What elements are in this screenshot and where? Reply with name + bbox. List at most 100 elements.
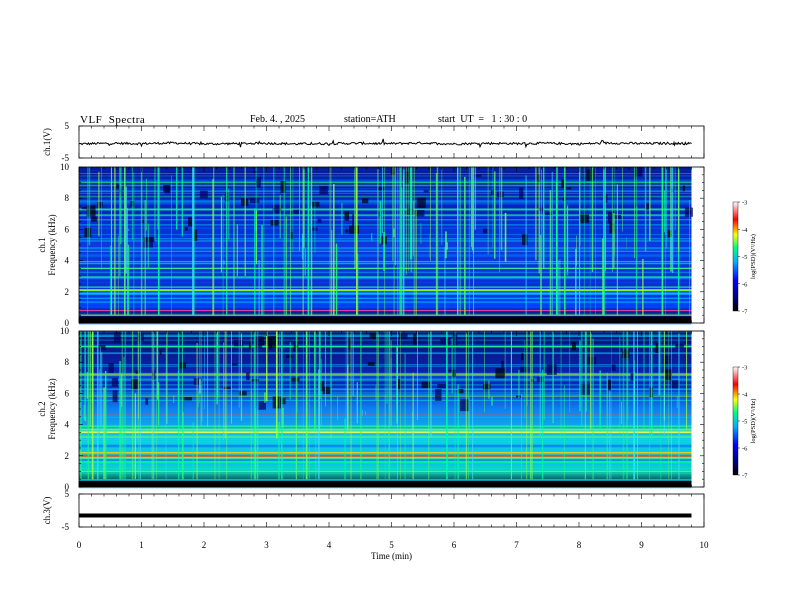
x-tick-label: 9 (639, 540, 644, 550)
ch1-colorbar-tick-label: -6 (742, 281, 748, 288)
ch2-colorbar-tick-label: -5 (742, 419, 747, 426)
ch2-spectrogram-dark-patch (322, 387, 331, 395)
x-tick-label: 7 (514, 540, 519, 550)
ch2-spectrogram-dark-patch (519, 366, 528, 373)
ch1-spectrogram-line-feature (79, 314, 692, 316)
ch1-waveform-series-line (79, 138, 692, 149)
ch1-waveform-panel: 5 -5 ch.1(V) (42, 121, 705, 163)
ch1-spectrogram-dark-patch (521, 234, 528, 246)
ch1-spectrogram-ytick-label: 10 (60, 162, 70, 172)
ch1-spectrogram-band (79, 255, 692, 257)
ch1-spectrogram-dark-patch (538, 207, 544, 211)
ch1-spectrogram-dark-patch (566, 187, 572, 190)
ch1-spectrogram-line-feature (79, 289, 692, 292)
ch1-spectrogram-dark-patch (645, 203, 649, 210)
ch1-spectrogram-dark-patch (252, 170, 258, 174)
ch2-spectrogram-dark-patch (675, 343, 684, 348)
ch2-spectrogram-dark-patch (238, 391, 247, 396)
ch1-spectrogram-band (79, 277, 692, 280)
ch1-spectrogram-dark-patch (90, 216, 97, 222)
ch1-spectrogram-dark-patch (270, 219, 279, 226)
ch2-spectrogram-dark-patch (348, 339, 351, 350)
ch1-spectrogram-band (79, 181, 692, 184)
x-tick-label: 4 (327, 540, 332, 550)
ch2-spectrogram-dark-patch (571, 341, 576, 351)
ch2-spectrogram-band (79, 459, 692, 461)
ch2-spectrogram-dark-patch (458, 389, 464, 394)
ch1-spectrogram-band (79, 260, 692, 263)
ch1-spectrogram-dark-patch (141, 219, 145, 224)
ch2-colorbar-label: log(PSD)(V²/Hz) (750, 399, 757, 444)
ch1-spectrogram-band (79, 173, 692, 175)
ch2-spectrogram-dark-patch (145, 398, 149, 405)
ch2-spectrogram-dark-patch (267, 335, 277, 348)
ch2-spectrogram-dark-patch (251, 378, 259, 382)
ch1-spectrogram-dark-patch (97, 202, 103, 208)
ch2-colorbar-tick-label: -3 (742, 365, 747, 372)
ch2-spectrogram-dark-patch (546, 364, 557, 375)
ch1-spectrogram-dark-patch (344, 211, 350, 221)
ch2-spectrogram-band (79, 444, 692, 447)
ch1-spectrogram-band (79, 214, 692, 216)
ch1-spectrogram-band (79, 169, 692, 171)
ch1-spectrogram-dark-patch (345, 229, 349, 233)
ch1-spectrogram-line-feature (79, 267, 692, 270)
ch1-spectrogram-ytick-label: 8 (65, 193, 70, 203)
ch1-spectrogram-dark-patch (519, 187, 524, 199)
ch1-spectrogram-band (79, 306, 692, 308)
ch1-spectrogram-dark-patch (130, 201, 135, 207)
ch1-spectrogram-dark-patch (86, 205, 96, 217)
ch1-spectrogram-band (79, 215, 692, 218)
ch2-spectrogram-band (79, 436, 692, 438)
ch1-spectrogram-dark-patch (193, 229, 198, 242)
ch1-spectrogram-dark-patch (586, 169, 595, 181)
ch2-spectrogram-ytick-label: 6 (65, 388, 70, 398)
ch1-spectrogram-line-feature (79, 309, 692, 312)
ch2-colorbar: -3 -4 -5 -6 -7 log(PSD)(V²/Hz) (732, 365, 757, 480)
ch2-spectrogram-dark-patch (255, 336, 263, 349)
ch2-spectrogram-dark-patch (501, 360, 505, 370)
ch2-spectrogram-band (79, 472, 692, 474)
ch1-spectrogram-dark-patch (311, 201, 320, 207)
ch1-spectrogram-dark-patch (377, 186, 385, 191)
ch1-spectrogram-band (79, 195, 692, 198)
ch1-spectrogram-dark-patch (682, 185, 685, 192)
ch2-spectrogram-band (79, 434, 692, 437)
ch1-spectrogram-dark-patch (280, 181, 286, 193)
ch2-spectrogram-band (79, 456, 692, 459)
ch2-spectrogram-line-feature (79, 451, 692, 454)
ch1-spectrogram-ytick-label: 4 (65, 256, 70, 266)
ch1-spectrogram-dark-patch (290, 232, 294, 239)
ch1-spectrogram-band (79, 297, 692, 299)
ch2-spectrogram-dark-patch (413, 333, 417, 345)
ch2-spectrogram-dark-patch (97, 345, 106, 350)
ch1-spectrogram-band (79, 247, 692, 249)
ch1-spectrogram-band (79, 276, 692, 278)
ch2-spectrogram-dark-patch (495, 368, 506, 379)
ch2-spectrogram-band (79, 445, 692, 448)
ch2-spectrogram-dark-patch (184, 397, 192, 401)
ch1-spectrogram-band (79, 313, 692, 316)
ch2-spectrogram-band (79, 440, 692, 442)
ch2-spectrogram-dark-patch (451, 369, 457, 377)
ch2-spectrogram-ytick-label: 2 (65, 451, 70, 461)
ch2-spectrogram-dark-patch (399, 333, 408, 340)
ch1-spectrogram-band (79, 247, 692, 250)
ch2-spectrogram-dark-patch (248, 342, 252, 350)
ch1-spectrogram-dark-patch (319, 185, 328, 195)
ch2-spectrogram-dark-patch (108, 362, 114, 373)
ch3-waveform-ylabel: ch.3(V) (42, 497, 52, 525)
ch2-spectrogram-band (79, 467, 692, 470)
ch1-colorbar-scale (732, 201, 739, 312)
ch2-spectrogram-dark-patch (521, 353, 524, 361)
ch1-spectrogram-band (79, 301, 692, 304)
ch1-spectrogram-band (79, 227, 692, 229)
ch2-spectrogram-dark-patch (586, 357, 597, 365)
ch1-spectrogram-band (79, 219, 692, 221)
ch1-spectrogram-band (79, 199, 692, 201)
ch2-spectrogram-dark-patch (111, 377, 119, 387)
ch2-spectrogram-dark-patch (655, 343, 659, 354)
ch2-spectrogram-dark-patch (159, 349, 162, 355)
time-axis: 0 1 2 3 4 5 6 7 8 9 10 Time (min) (77, 540, 709, 561)
ch1-spectrogram-dark-patch (361, 198, 369, 204)
